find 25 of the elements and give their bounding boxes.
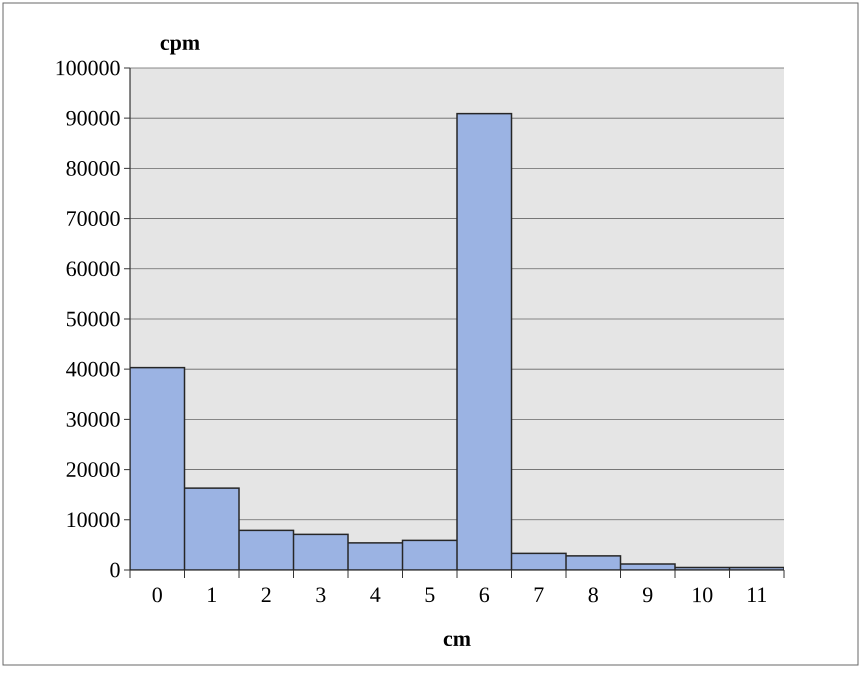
x-tick-label: 9 xyxy=(642,588,652,602)
x-tick-label: 11 xyxy=(748,588,766,602)
x-tick-label: 1 xyxy=(208,588,216,602)
y-tick-label: 10000 xyxy=(68,512,120,528)
x-tick-label: 7 xyxy=(534,587,544,602)
y-tick-label: 0 xyxy=(110,562,120,578)
y-axis-title: cpm xyxy=(160,39,200,54)
y-tick-label: 80000 xyxy=(66,160,120,176)
y-tick-label: 40000 xyxy=(66,362,120,377)
x-tick-label: 5 xyxy=(426,587,434,602)
x-axis-title: cm xyxy=(444,636,471,646)
x-tick-label: 0 xyxy=(152,588,162,602)
y-tick-label: 50000 xyxy=(66,312,120,326)
y-tick-label: 60000 xyxy=(66,261,120,276)
y-tick-label: 70000 xyxy=(67,211,120,226)
x-tick-label: 6 xyxy=(480,588,490,602)
x-tick-label: 8 xyxy=(588,588,598,602)
x-tick-label: 4 xyxy=(370,588,380,602)
y-tick-label: 20000 xyxy=(66,462,120,477)
y-tick-label: 100000 xyxy=(56,60,120,76)
x-tick-label: 10 xyxy=(693,588,712,602)
x-tick-label: 3 xyxy=(316,588,326,602)
x-tick-label: 2 xyxy=(262,588,271,602)
y-tick-label: 90000 xyxy=(66,110,120,126)
y-tick-label: 30000 xyxy=(66,412,120,427)
